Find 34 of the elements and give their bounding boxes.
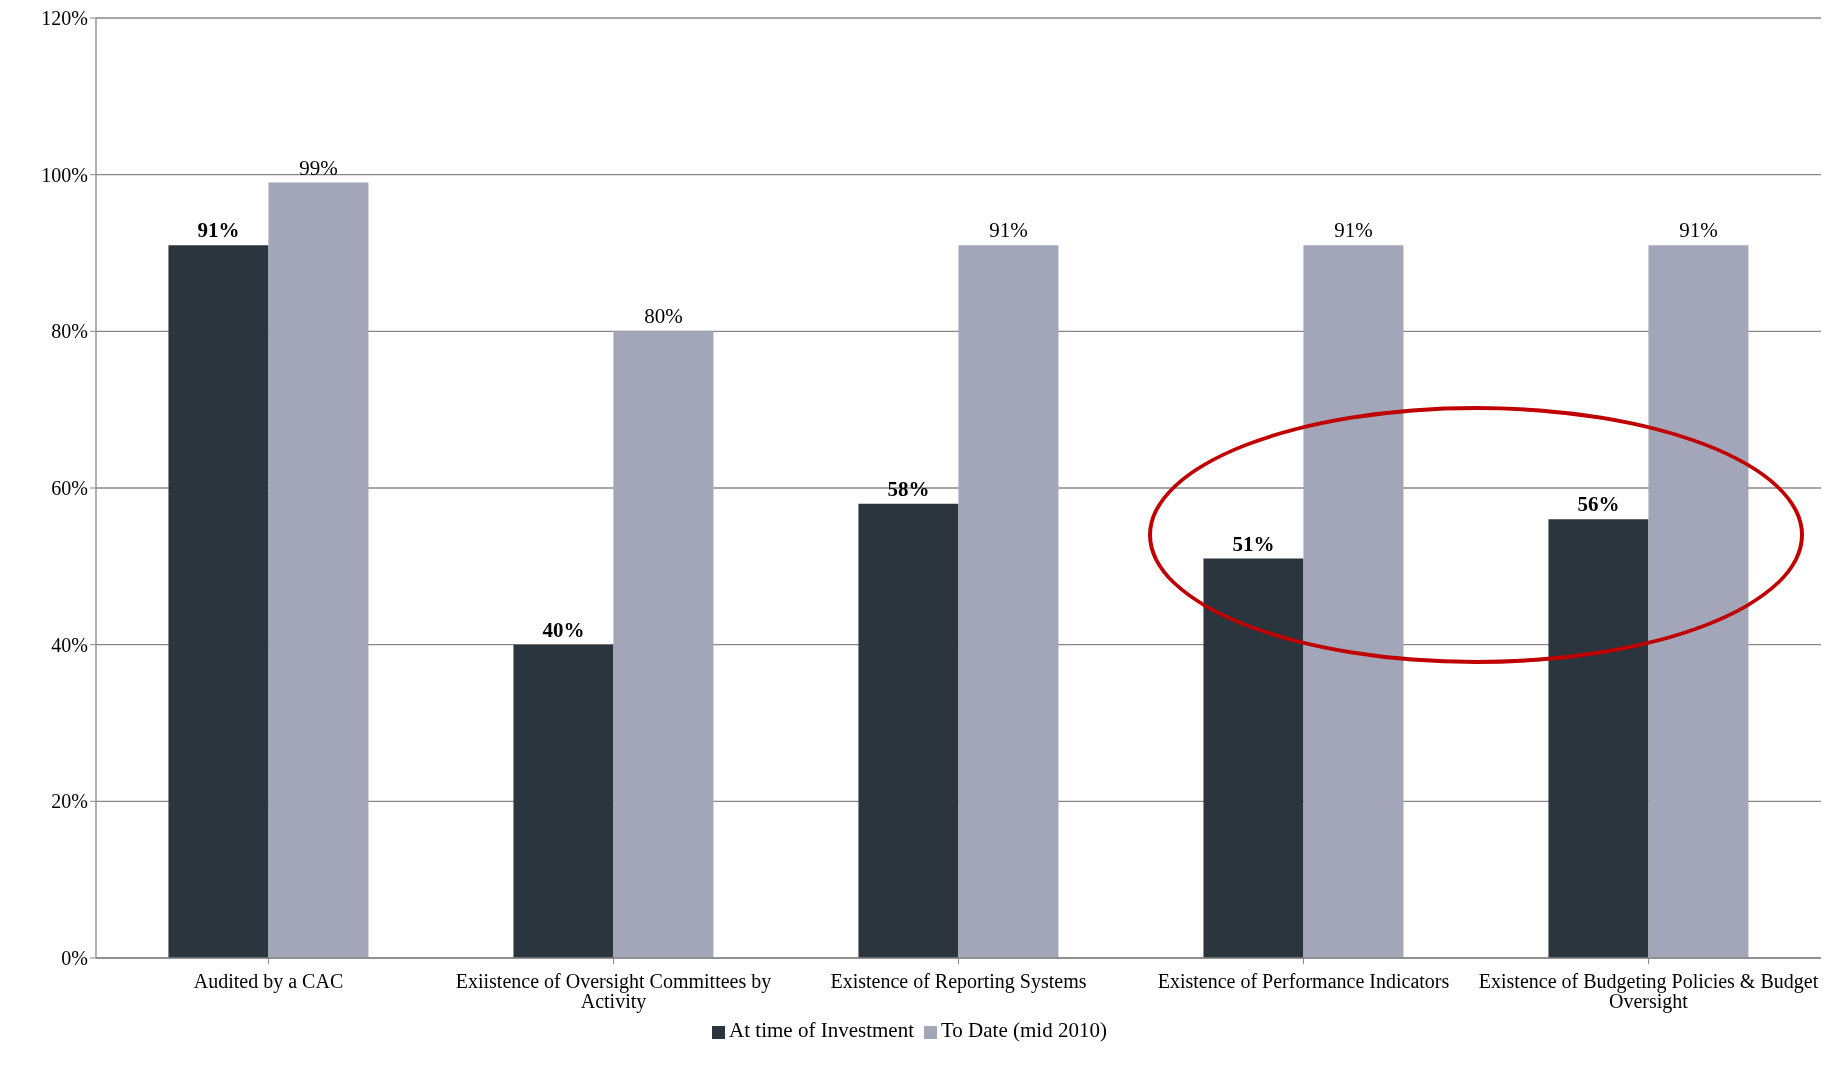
y-tick-label: 80% [51, 320, 88, 343]
data-label: 51% [1232, 531, 1275, 556]
data-label: 80% [644, 304, 683, 329]
x-tick-label: Exiistence of Oversight Committees by Activity [455, 970, 772, 1014]
x-tick-label: Audited by a CAC [193, 970, 344, 994]
data-label: 91% [1334, 218, 1373, 243]
bar [1203, 558, 1304, 958]
data-label: 40% [542, 617, 585, 642]
bar [268, 182, 369, 958]
bar [613, 331, 714, 958]
y-tick-label: 0% [61, 947, 88, 970]
bar [1303, 245, 1404, 958]
y-tick-label: 60% [51, 477, 88, 500]
y-tick-label: 120% [41, 7, 88, 30]
bar [168, 245, 269, 958]
legend-label: To Date (mid 2010) [940, 1018, 1107, 1042]
bar [1648, 245, 1749, 958]
bar [958, 245, 1059, 958]
x-tick-label: Existence of Budgeting Policies & Budget Oversight [1478, 970, 1819, 1014]
bar [1548, 519, 1649, 958]
y-tick-label: 20% [51, 790, 88, 813]
data-label: 99% [299, 155, 338, 180]
data-label: 91% [1679, 218, 1718, 243]
data-label: 91% [197, 218, 240, 243]
y-tick-label: 100% [41, 163, 88, 186]
bar [513, 644, 614, 958]
legend-label: At time of Investment [729, 1018, 914, 1042]
bar [858, 503, 959, 958]
data-label: 56% [1577, 492, 1620, 517]
data-label: 91% [989, 218, 1028, 243]
data-label: 58% [887, 476, 930, 501]
x-tick-label: Existence of Performance Indicators [1157, 970, 1450, 993]
x-tick-label: Existence of Reporting Systems [830, 970, 1087, 994]
y-tick-label: 40% [51, 633, 88, 656]
